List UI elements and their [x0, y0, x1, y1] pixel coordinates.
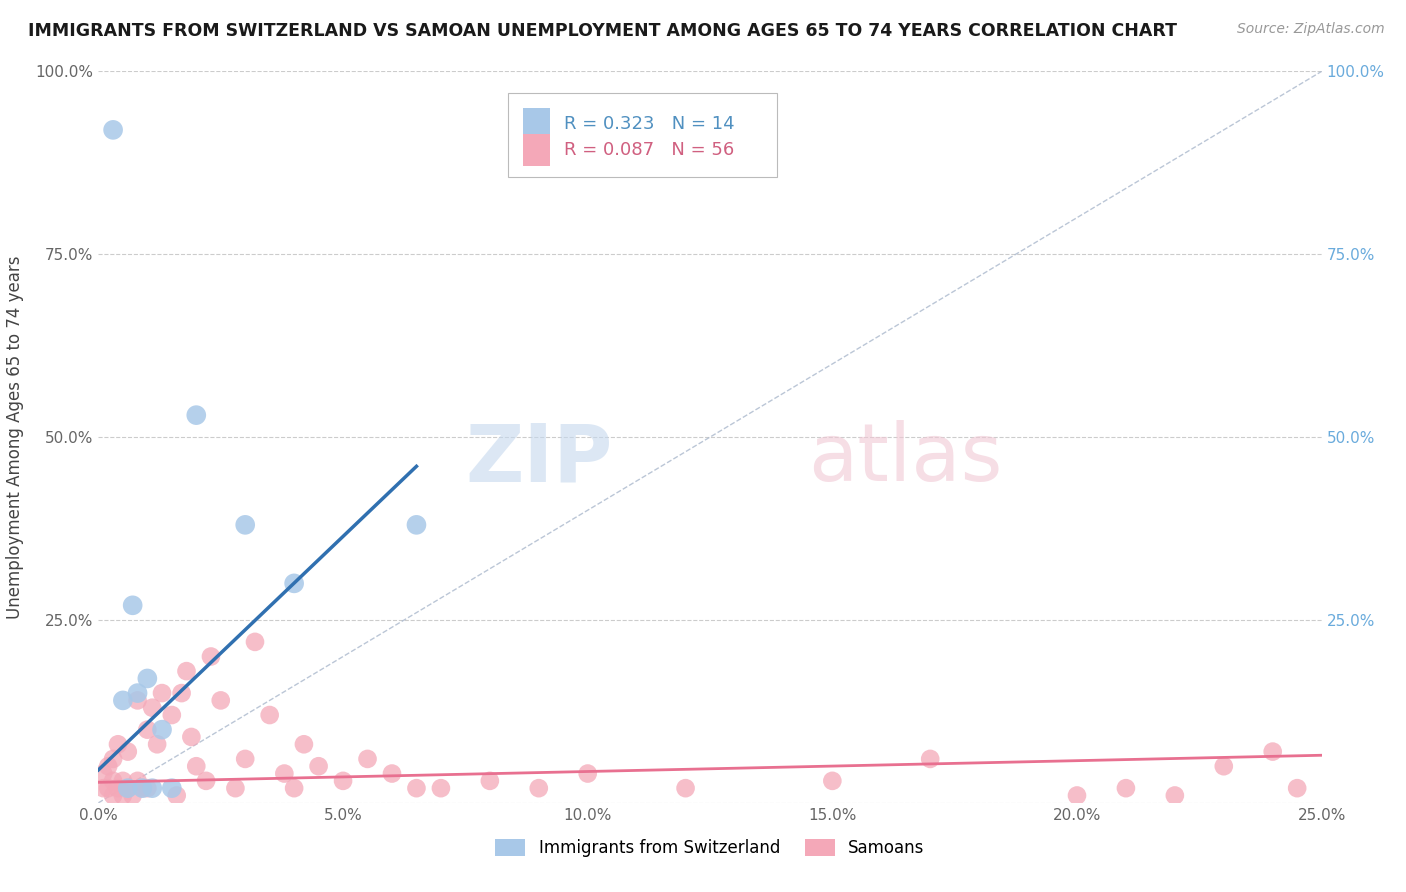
Point [186, 408, 208, 422]
Point [111, 773, 134, 788]
Point [332, 773, 354, 788]
Point [97, 781, 120, 796]
Point [292, 737, 315, 751]
Text: ZIP: ZIP [465, 420, 612, 498]
Point [527, 781, 550, 796]
Point [186, 759, 208, 773]
Point [430, 781, 453, 796]
Point [97, 759, 120, 773]
Point [170, 686, 193, 700]
Point [101, 773, 124, 788]
Point [150, 723, 173, 737]
Bar [523, 134, 550, 167]
Point [209, 693, 232, 707]
Point [150, 686, 173, 700]
Point [1212, 759, 1234, 773]
Point [111, 789, 134, 803]
Text: IMMIGRANTS FROM SWITZERLAND VS SAMOAN UNEMPLOYMENT AMONG AGES 65 TO 74 YEARS COR: IMMIGRANTS FROM SWITZERLAND VS SAMOAN UN… [28, 22, 1177, 40]
Point [259, 708, 281, 723]
Point [821, 773, 844, 788]
Point [131, 781, 153, 796]
Point [160, 708, 183, 723]
Point [1286, 781, 1309, 796]
Point [91, 781, 114, 796]
Text: Source: ZipAtlas.com: Source: ZipAtlas.com [1237, 22, 1385, 37]
Point [166, 789, 188, 803]
Point [478, 773, 501, 788]
Point [127, 686, 149, 700]
Point [101, 789, 124, 803]
Point [356, 752, 378, 766]
Point [136, 781, 159, 796]
Point [131, 781, 153, 796]
Text: R = 0.323   N = 14: R = 0.323 N = 14 [564, 115, 735, 134]
Point [127, 693, 149, 707]
Point [136, 672, 159, 686]
Point [308, 759, 330, 773]
Legend: Immigrants from Switzerland, Samoans: Immigrants from Switzerland, Samoans [489, 832, 931, 864]
Point [146, 737, 169, 751]
Point [101, 752, 124, 766]
Bar [523, 108, 550, 141]
FancyBboxPatch shape [508, 94, 778, 178]
Point [1066, 789, 1088, 803]
Point [176, 664, 198, 678]
Point [180, 730, 202, 744]
Point [107, 781, 129, 796]
Point [405, 781, 427, 796]
Point [117, 781, 139, 796]
Point [91, 766, 114, 780]
Point [141, 781, 163, 796]
Point [1115, 781, 1137, 796]
Text: atlas: atlas [808, 420, 1002, 498]
Point [127, 773, 149, 788]
Point [1164, 789, 1187, 803]
Point [283, 781, 305, 796]
Point [381, 766, 404, 780]
Point [273, 766, 295, 780]
Point [576, 766, 599, 780]
Point [920, 752, 942, 766]
Point [224, 781, 246, 796]
Point [405, 517, 427, 532]
Point [101, 123, 124, 137]
Text: R = 0.087   N = 56: R = 0.087 N = 56 [564, 141, 735, 159]
Point [121, 599, 143, 613]
Point [117, 745, 139, 759]
Point [243, 635, 266, 649]
Point [283, 576, 305, 591]
Point [195, 773, 218, 788]
Point [233, 517, 256, 532]
Point [117, 781, 139, 796]
Point [136, 723, 159, 737]
Point [200, 649, 222, 664]
Point [233, 752, 256, 766]
Point [1261, 745, 1284, 759]
Point [141, 700, 163, 714]
Point [675, 781, 697, 796]
Y-axis label: Unemployment Among Ages 65 to 74 years: Unemployment Among Ages 65 to 74 years [7, 255, 24, 619]
Point [160, 781, 183, 796]
Point [111, 693, 134, 707]
Point [107, 737, 129, 751]
Point [121, 789, 143, 803]
